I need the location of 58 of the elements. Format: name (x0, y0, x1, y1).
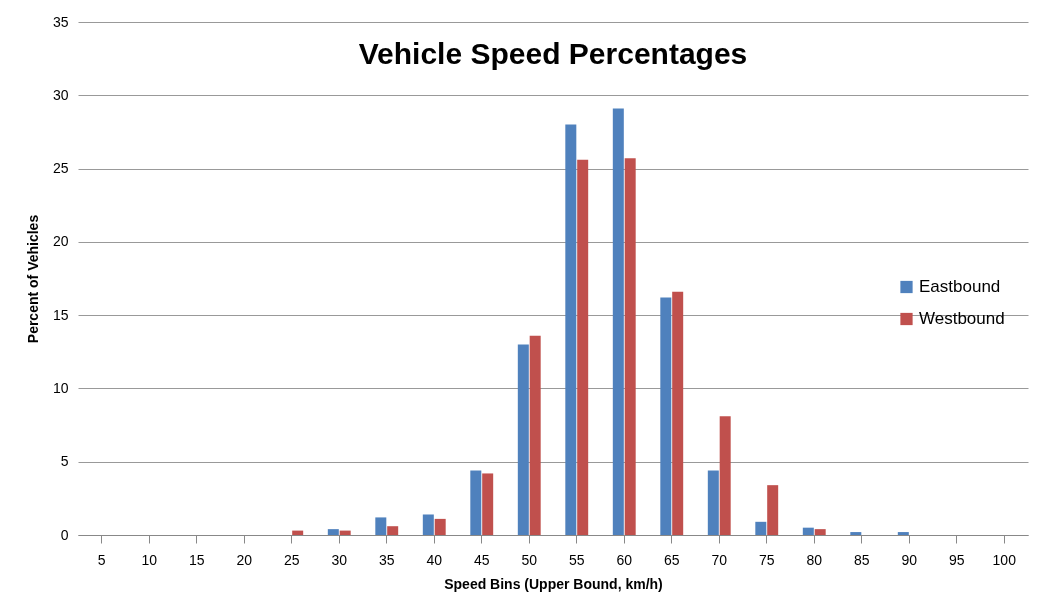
legend-label: Eastbound (919, 277, 1001, 296)
x-tick-label: 95 (948, 551, 965, 568)
y-tick-label: 25 (52, 160, 69, 177)
bar (897, 532, 909, 535)
x-tick-label: 45 (473, 551, 490, 568)
x-tick-label: 15 (188, 551, 205, 568)
bar (375, 517, 387, 535)
bar (434, 518, 446, 535)
bar (660, 297, 672, 535)
bar (814, 529, 826, 535)
bar (802, 527, 814, 535)
y-tick-label: 0 (60, 526, 69, 543)
x-tick-label: 25 (283, 551, 300, 568)
bar (755, 521, 767, 535)
bar (292, 530, 304, 535)
bar (517, 344, 529, 535)
bar (565, 124, 577, 535)
bar (470, 470, 482, 535)
bar (707, 470, 719, 535)
bar (482, 473, 494, 535)
y-tick-label: 10 (52, 379, 69, 396)
y-tick-label: 35 (52, 13, 69, 30)
bar (850, 532, 862, 535)
x-tick-label: 35 (378, 551, 395, 568)
bar (529, 335, 541, 535)
x-tick-label: 55 (568, 551, 585, 568)
bar (577, 159, 589, 535)
x-tick-label: 100 (992, 551, 1017, 568)
bar (624, 158, 636, 535)
bar (422, 514, 434, 535)
bar (672, 291, 684, 535)
y-tick-label: 5 (60, 453, 69, 470)
x-tick-label: 70 (711, 551, 728, 568)
y-tick-label: 20 (52, 233, 69, 250)
x-tick-label: 60 (616, 551, 633, 568)
x-tick-label: 90 (901, 551, 918, 568)
bar (327, 529, 339, 535)
y-tick-label: 30 (52, 86, 69, 103)
y-axis-title: Percent of Vehicles (24, 214, 41, 344)
bar (719, 416, 731, 535)
x-tick-label: 65 (663, 551, 680, 568)
bar (767, 485, 779, 535)
x-tick-label: 10 (141, 551, 158, 568)
text: Vehicle Speed Percentages (358, 37, 748, 70)
bar (612, 108, 624, 535)
x-tick-label: 85 (853, 551, 870, 568)
x-tick-label: 5 (97, 551, 106, 568)
x-tick-label: 75 (758, 551, 775, 568)
bar (387, 526, 399, 535)
x-tick-label: 50 (521, 551, 538, 568)
x-tick-label: 80 (806, 551, 823, 568)
x-tick-label: 30 (331, 551, 348, 568)
bar (339, 530, 351, 535)
x-axis-title: Speed Bins (Upper Bound, km/h) (444, 575, 663, 592)
legend-label: Westbound (919, 309, 1005, 328)
x-tick-label: 20 (236, 551, 253, 568)
x-tick-label: 40 (426, 551, 443, 568)
y-tick-label: 15 (52, 306, 69, 323)
